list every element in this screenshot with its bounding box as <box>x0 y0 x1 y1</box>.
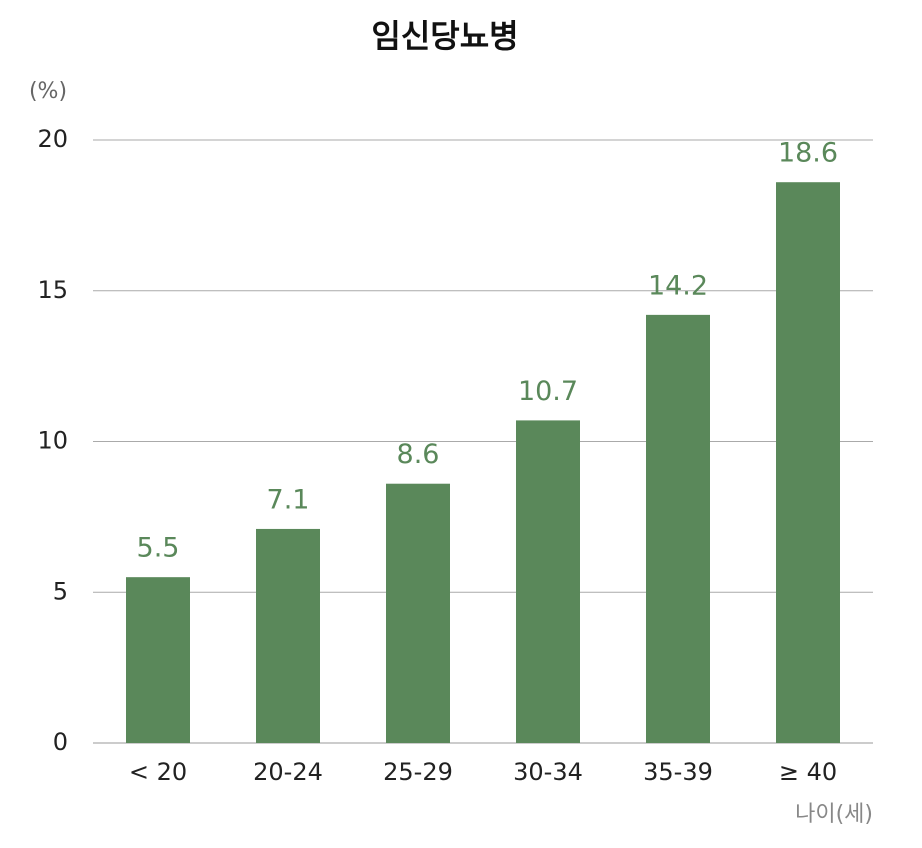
value-label: 5.5 <box>137 533 180 564</box>
bar <box>516 420 580 743</box>
bar <box>386 483 450 743</box>
y-tick-label: 0 <box>53 728 68 756</box>
x-tick-label: 30-34 <box>513 758 583 786</box>
bar <box>646 314 710 743</box>
x-axis-label: 나이(세) <box>795 802 873 827</box>
x-tick-label: ≥ 40 <box>779 758 837 786</box>
chart-title: 임신당뇨병 <box>371 17 518 55</box>
x-tick-label: 25-29 <box>383 758 453 786</box>
y-tick-label: 10 <box>37 427 68 455</box>
y-tick-label: 5 <box>53 577 68 605</box>
x-tick-label: 35-39 <box>643 758 713 786</box>
x-tick-label: < 20 <box>129 758 187 786</box>
value-label: 14.2 <box>648 270 708 301</box>
value-label: 10.7 <box>518 376 578 407</box>
y-axis-label: (%) <box>29 79 67 104</box>
bar <box>256 528 320 743</box>
value-label: 8.6 <box>397 439 440 470</box>
bar <box>776 182 840 743</box>
value-label: 7.1 <box>267 484 310 515</box>
y-tick-label: 20 <box>37 125 68 153</box>
bar <box>126 577 190 743</box>
y-tick-label: 15 <box>37 276 68 304</box>
x-tick-label: 20-24 <box>253 758 323 786</box>
value-label: 18.6 <box>778 138 838 169</box>
